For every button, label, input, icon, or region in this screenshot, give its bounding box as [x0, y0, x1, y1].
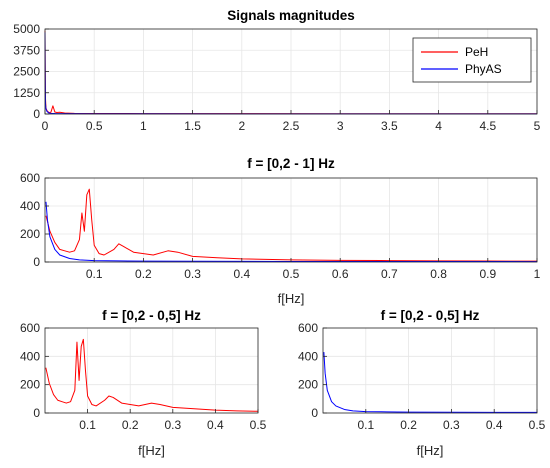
- x-tick-label-br-1: 0.2: [400, 418, 417, 432]
- plot-area-br: [323, 328, 537, 413]
- x-tick-label-mid-5: 0.6: [332, 267, 349, 281]
- x-tick-label-bl-4: 0.5: [250, 418, 267, 432]
- x-tick-label-bl-3: 0.4: [207, 418, 224, 432]
- legend-box: [412, 37, 532, 83]
- x-tick-label-br-0: 0.1: [357, 418, 374, 432]
- legend-label-peh: PeH: [465, 45, 488, 59]
- x-tick-label-mid-9: 1: [534, 267, 541, 281]
- x-tick-label-top-9: 4.5: [479, 119, 496, 133]
- y-tick-label-bl-1: 200: [20, 378, 40, 392]
- x-tick-label-mid-8: 0.9: [479, 267, 496, 281]
- y-tick-label-top-4: 5000: [13, 22, 40, 36]
- y-tick-label-br-2: 400: [298, 349, 318, 363]
- y-tick-label-mid-1: 200: [20, 227, 40, 241]
- y-tick-label-bl-0: 0: [33, 406, 40, 420]
- x-tick-label-top-3: 1.5: [184, 119, 201, 133]
- x-tick-label-mid-3: 0.4: [233, 267, 250, 281]
- x-tick-label-mid-0: 0.1: [86, 267, 103, 281]
- series-line-mid-peh: [45, 188, 538, 262]
- y-tick-label-bl-2: 400: [20, 349, 40, 363]
- x-tick-label-bl-2: 0.3: [164, 418, 181, 432]
- plot-area-bl: [45, 328, 258, 413]
- legend-label-phyas: PhyAS: [465, 62, 502, 76]
- x-tick-label-top-7: 3.5: [381, 119, 398, 133]
- x-tick-label-mid-7: 0.8: [430, 267, 447, 281]
- series-line-mid-phyas: [45, 201, 538, 263]
- y-tick-label-top-1: 1250: [13, 86, 40, 100]
- chart-title-mid: f = [0,2 - 1] Hz: [247, 156, 335, 171]
- x-tick-label-mid-4: 0.5: [283, 267, 300, 281]
- x-tick-label-top-2: 1: [140, 119, 147, 133]
- x-tick-label-mid-2: 0.3: [184, 267, 201, 281]
- x-tick-label-top-4: 2: [238, 119, 245, 133]
- axes-box-bl: [44, 327, 259, 414]
- x-tick-label-top-5: 2.5: [283, 119, 300, 133]
- x-axis-label-br: f[Hz]: [417, 443, 444, 458]
- y-tick-label-br-1: 200: [298, 378, 318, 392]
- y-tick-label-top-0: 0: [33, 107, 40, 121]
- y-tick-label-top-3: 3750: [13, 43, 40, 57]
- x-tick-label-bl-1: 0.2: [122, 418, 139, 432]
- x-tick-label-top-1: 0.5: [86, 119, 103, 133]
- y-tick-label-top-2: 2500: [13, 65, 40, 79]
- x-axis-label-bl: f[Hz]: [138, 443, 165, 458]
- y-tick-label-br-3: 600: [298, 321, 318, 335]
- x-tick-label-top-6: 3: [337, 119, 344, 133]
- y-tick-label-mid-0: 0: [33, 255, 40, 269]
- x-tick-label-mid-1: 0.2: [135, 267, 152, 281]
- x-tick-label-br-3: 0.4: [486, 418, 503, 432]
- chart-title-top: Signals magnitudes: [227, 8, 355, 23]
- x-tick-label-mid-6: 0.7: [381, 267, 398, 281]
- x-tick-label-top-10: 5: [534, 119, 541, 133]
- y-tick-label-br-0: 0: [311, 406, 318, 420]
- x-tick-label-br-4: 0.5: [529, 418, 546, 432]
- y-tick-label-bl-3: 600: [20, 321, 40, 335]
- x-axis-label-mid: f[Hz]: [278, 291, 305, 306]
- series-line-bl-peh: [45, 338, 259, 412]
- chart-title-bl: f = [0,2 - 0,5] Hz: [102, 308, 201, 323]
- chart-title-br: f = [0,2 - 0,5] Hz: [381, 308, 480, 323]
- y-tick-label-mid-2: 400: [20, 199, 40, 213]
- y-tick-label-mid-3: 600: [20, 171, 40, 185]
- x-tick-label-br-2: 0.3: [443, 418, 460, 432]
- x-tick-label-bl-0: 0.1: [79, 418, 96, 432]
- x-tick-label-top-8: 4: [435, 119, 442, 133]
- axes-box-br: [322, 327, 538, 414]
- x-tick-label-top-0: 0: [42, 119, 49, 133]
